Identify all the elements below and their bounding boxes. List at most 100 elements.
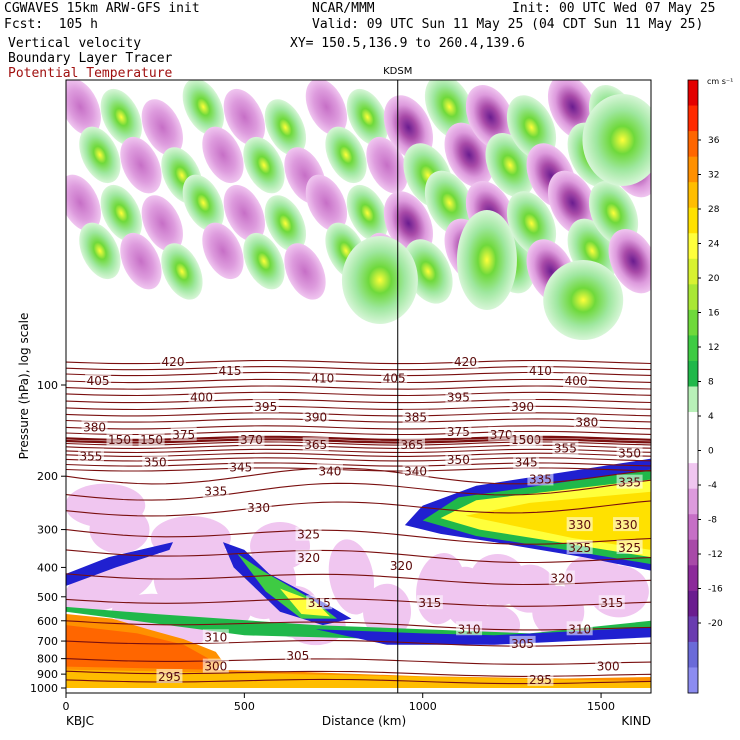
theta-contour-label: 150 [108, 433, 131, 447]
theta-contour-label: 330 [615, 518, 638, 532]
theta-contour-label: 315 [600, 596, 623, 610]
theta-label-bg [245, 500, 272, 515]
downward-motion-cell [120, 232, 162, 290]
theta-contour-label: 305 [286, 649, 309, 663]
theta-contour-label: 325 [618, 541, 641, 555]
downward-motion-cell [223, 184, 266, 242]
theta-label-bg [566, 539, 593, 554]
colorbar-swatch [688, 360, 698, 387]
theta-contour-label: 370 [240, 433, 263, 447]
upward-motion-cell [582, 94, 651, 186]
downward-motion-cell [202, 126, 244, 184]
colorbar-label: 12 [708, 343, 719, 353]
theta-contour-label: 150 [140, 433, 163, 447]
colorbar-swatch [688, 284, 698, 311]
theta-contour-label: 335 [529, 472, 552, 486]
tracer-lower-band [66, 606, 651, 642]
colorbar-label: 28 [708, 205, 720, 215]
theta-label-bg [388, 557, 415, 572]
theta-contour-label: 385 [404, 410, 427, 424]
colorbar-label: 24 [708, 240, 720, 250]
theta-contour-label: 380 [83, 420, 106, 434]
theta-contour-label: 375 [447, 425, 470, 439]
theta-contour [66, 467, 651, 485]
theta-label-bg [402, 463, 429, 478]
theta-contour-label: 320 [390, 559, 413, 573]
colorbar-swatch [688, 514, 698, 541]
theta-contour-label: 420 [454, 355, 477, 369]
upward-motion-cell [264, 195, 307, 252]
theta-contour [66, 549, 651, 564]
x-axis-tick-label: 1000 [409, 700, 437, 713]
y-axis-tick-label: 100 [37, 379, 58, 392]
colorbar-swatch [688, 386, 698, 413]
theta-label-bg [81, 419, 108, 434]
theta-label-bg [284, 648, 311, 663]
theta-contour-label: 415 [219, 364, 242, 378]
theta-label-bg [85, 372, 112, 387]
colorbar-swatch [688, 641, 698, 668]
theta-label-bg [306, 595, 333, 610]
y-axis-tick-label: 900 [37, 668, 58, 681]
theta-label-bg [563, 372, 590, 387]
downward-motion-cell [141, 99, 183, 156]
colorbar-swatch [688, 412, 698, 439]
theta-contour [66, 598, 651, 607]
colorbar-swatch [688, 565, 698, 592]
theta-label-bg [202, 658, 229, 673]
x-axis: 0 500 1000 1500 [63, 693, 615, 713]
upward-motion-cell [182, 80, 224, 136]
theta-contour [66, 620, 651, 631]
theta-contour-label: 410 [311, 371, 334, 385]
downward-motion-cell [305, 174, 348, 232]
upward-motion-cell [341, 236, 418, 324]
theta-contour-label: 355 [80, 449, 103, 463]
tracer-tongue-west [66, 542, 174, 586]
colorbar-label: -4 [708, 481, 717, 491]
vertical-velocity-shading [66, 80, 651, 648]
organization: NCAR/MMM [312, 1, 375, 16]
upward-motion-cell [161, 243, 203, 300]
theta-label-bg [160, 354, 187, 369]
colorbar-label: 8 [708, 378, 714, 388]
theta-contour-label: 315 [418, 596, 441, 610]
tracer-boundary-layer-core [66, 625, 209, 680]
upward-motion-cell [100, 184, 142, 242]
theta-contour [66, 391, 651, 397]
colorbar-label: 20 [708, 274, 720, 284]
downward-motion-cell [284, 243, 326, 300]
upward-motion-cell [243, 136, 285, 194]
colorbar-swatch [688, 539, 698, 566]
theta-label-bg [598, 595, 625, 610]
theta-contour-label: 305 [511, 637, 534, 651]
theta-contour [66, 398, 651, 404]
theta-label-bg [309, 370, 336, 385]
model-title: CGWAVES 15km ARW-GFS init [4, 1, 200, 16]
theta-label-bg [217, 363, 244, 378]
theta-label-bg [106, 432, 133, 447]
colorbar-label: 32 [708, 171, 719, 181]
theta-label-bg [456, 621, 483, 636]
theta-label-bg [613, 517, 640, 532]
theta-contour-label: 345 [229, 460, 252, 474]
field-label-vertical-velocity: Vertical velocity [8, 36, 142, 51]
theta-label-bg [302, 409, 329, 424]
colorbar-swatch [688, 590, 698, 617]
y-axis-title: Pressure (hPa), log scale [17, 313, 31, 460]
theta-contour-label: 375 [172, 428, 195, 442]
theta-label-bg [527, 363, 554, 378]
colorbar-swatch [688, 80, 698, 107]
theta-contour [66, 425, 651, 430]
y-axis-tick-label: 600 [37, 615, 58, 628]
theta-label-bg [527, 471, 554, 486]
x-axis-title: Distance (km) [322, 714, 406, 728]
theta-contour-label: 320 [550, 571, 573, 585]
downward-motion-cell [120, 136, 162, 194]
plot-area: 420 420 415 410 410 405 405 400 400 395 395 390 390 3… [66, 80, 651, 693]
mid-station-label: KDSM [383, 66, 412, 77]
downward-motion-patch [90, 551, 163, 603]
theta-contour [66, 378, 651, 384]
theta-label-bg [509, 398, 536, 413]
theta-contour [66, 639, 651, 647]
